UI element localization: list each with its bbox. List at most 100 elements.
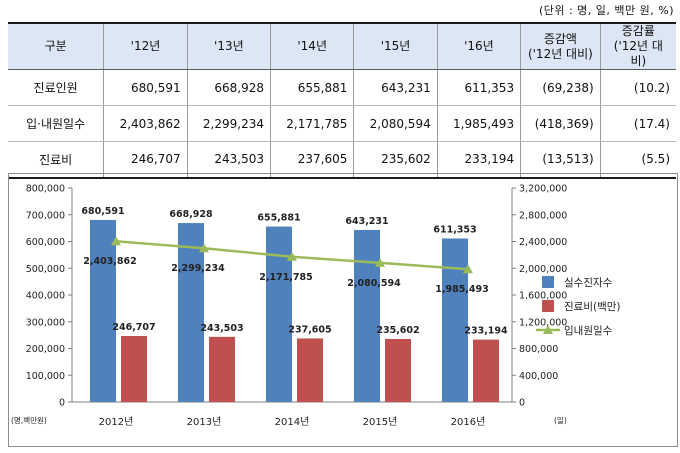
left-tick-label: 500,000 xyxy=(26,264,65,275)
bar-data-label: 237,605 xyxy=(288,324,331,335)
table-cell: 243,503 xyxy=(187,141,272,179)
table-cell: (13,513) xyxy=(520,141,601,179)
table-cell: (5.5) xyxy=(600,141,676,179)
table-cell: 655,881 xyxy=(270,69,355,106)
x-tick-label: 2013년 xyxy=(187,416,222,428)
table-cell: 246,707 xyxy=(103,141,188,179)
right-tick-label: 2,400,000 xyxy=(519,237,567,248)
line-marker xyxy=(111,236,121,246)
header-2012: '12년 xyxy=(103,22,188,70)
x-tick-label: 2012년 xyxy=(99,416,134,428)
table-cell: (17.4) xyxy=(600,105,676,142)
line-data-label: 2,171,785 xyxy=(259,272,313,283)
bar-data-label: 680,591 xyxy=(81,206,124,217)
legend-swatch xyxy=(542,276,554,288)
header-change-amount: 증감액 ('12년 대비) xyxy=(520,22,601,70)
row-label: 진료인원 xyxy=(8,69,105,106)
bar-data-label: 233,194 xyxy=(464,326,508,337)
legend-marker xyxy=(543,325,553,334)
bar-cost xyxy=(473,339,499,402)
table-row: 진료인원 680,591 668,928 655,881 643,231 611… xyxy=(8,69,676,106)
table-cell: 2,080,594 xyxy=(353,105,438,142)
bar-cost xyxy=(209,336,235,402)
table-cell: 2,403,862 xyxy=(103,105,188,142)
table-cell: 611,353 xyxy=(437,69,522,106)
table-header-row: 구분 '12년 '13년 '14년 '15년 '16년 증감액 ('12년 대비… xyxy=(8,22,676,70)
table-cell: (69,238) xyxy=(520,69,601,106)
header-change-rate: 증감률 ('12년 대비) xyxy=(600,22,676,70)
line-marker xyxy=(463,264,473,274)
bar-data-label: 668,928 xyxy=(169,209,213,220)
left-tick-label: 100,000 xyxy=(26,371,65,382)
table-cell: 233,194 xyxy=(437,141,522,179)
header-2014: '14년 xyxy=(270,22,355,70)
right-tick-label: 400,000 xyxy=(519,371,558,382)
header-2015: '15년 xyxy=(353,22,438,70)
bar-data-label: 243,503 xyxy=(200,323,243,334)
combo-chart: 0 100,000 200,000 300,000 400,000 500,000 600,… xyxy=(11,184,621,429)
left-tick-label: 800,000 xyxy=(26,184,65,195)
bar-patients xyxy=(178,223,204,402)
bar-cost xyxy=(121,336,147,402)
row-label: 입·내원일수 xyxy=(8,105,105,142)
line-data-label: 1,985,493 xyxy=(435,284,489,295)
right-tick-label: 800,000 xyxy=(519,344,558,355)
table-cell: 680,591 xyxy=(103,69,188,106)
left-tick-label: 0 xyxy=(59,398,65,409)
left-tick-label: 600,000 xyxy=(26,237,65,248)
bar-data-label: 235,602 xyxy=(376,325,419,336)
left-tick-label: 300,000 xyxy=(26,317,65,328)
line-data-label: 2,080,594 xyxy=(347,278,401,289)
table-cell: 643,231 xyxy=(353,69,438,106)
table-cell: 1,985,493 xyxy=(437,105,522,142)
bar-patients xyxy=(442,238,468,402)
header-2013: '13년 xyxy=(187,22,272,70)
right-tick-label: 1,600,000 xyxy=(519,291,567,302)
bar-data-label: 643,231 xyxy=(345,216,388,227)
header-2016: '16년 xyxy=(437,22,522,70)
bar-data-label: 655,881 xyxy=(257,213,300,224)
table-cell: 237,605 xyxy=(270,141,355,179)
table-cell: 2,299,234 xyxy=(187,105,272,142)
table-row: 입·내원일수 2,403,862 2,299,234 2,171,785 2,0… xyxy=(8,105,676,142)
bar-patients xyxy=(354,229,380,402)
legend-label: 입내원일수 xyxy=(564,324,613,337)
right-tick-label: 2,000,000 xyxy=(519,264,567,275)
summary-table: 구분 '12년 '13년 '14년 '15년 '16년 증감액 ('12년 대비… xyxy=(8,22,676,179)
table-cell: (10.2) xyxy=(600,69,676,106)
right-tick-label: 2,800,000 xyxy=(519,210,567,221)
row-label: 진료비 xyxy=(8,141,105,179)
line-marker xyxy=(375,257,385,267)
left-tick-label: 700,000 xyxy=(26,210,65,221)
bar-data-label: 246,707 xyxy=(112,322,155,333)
header-category: 구분 xyxy=(8,22,105,70)
line-data-label: 2,299,234 xyxy=(171,263,225,274)
legend-label: 진료비(백만) xyxy=(564,301,621,313)
line-marker xyxy=(287,251,297,261)
bar-patients xyxy=(90,219,116,402)
legend-swatch xyxy=(542,300,554,312)
right-tick-label: 0 xyxy=(519,398,525,409)
left-axis-unit: (명,백만원) xyxy=(11,415,47,425)
x-tick-label: 2014년 xyxy=(275,416,310,428)
left-tick-label: 200,000 xyxy=(26,344,65,355)
x-tick-label: 2015년 xyxy=(363,416,398,428)
table-cell: (418,369) xyxy=(520,105,601,142)
line-data-label: 2,403,862 xyxy=(83,256,137,267)
bar-data-label: 611,353 xyxy=(433,224,476,235)
bar-patients xyxy=(266,226,292,402)
table-cell: 235,602 xyxy=(353,141,438,179)
right-axis-unit: (일) xyxy=(554,416,567,425)
left-tick-label: 400,000 xyxy=(26,291,65,302)
x-tick-label: 2016년 xyxy=(451,416,486,428)
right-tick-label: 3,200,000 xyxy=(519,184,567,195)
table-row: 진료비 246,707 243,503 237,605 235,602 233,… xyxy=(8,141,676,179)
chart-panel: 0 100,000 200,000 300,000 400,000 500,000 600,… xyxy=(8,173,678,447)
table-cell: 668,928 xyxy=(187,69,272,106)
legend-label: 실수진자수 xyxy=(564,277,613,289)
unit-note: (단위 : 명, 일, 백만 원, %) xyxy=(538,4,674,17)
table-cell: 2,171,785 xyxy=(270,105,355,142)
bar-cost xyxy=(297,338,323,402)
bar-cost xyxy=(385,338,411,402)
right-tick-label: 1,200,000 xyxy=(519,317,567,328)
